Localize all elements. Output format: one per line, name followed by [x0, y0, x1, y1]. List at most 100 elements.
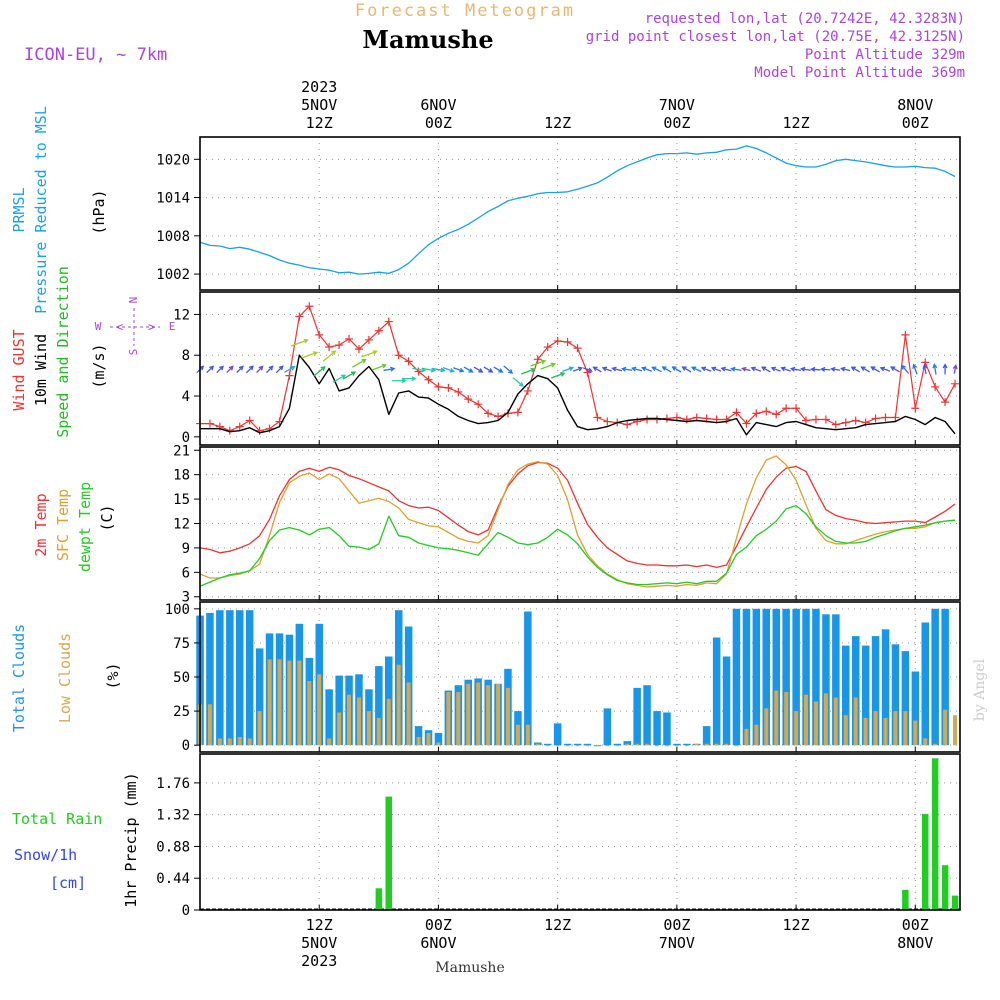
total-cloud-bar — [563, 743, 572, 746]
wind-dir-arrow — [256, 366, 264, 373]
temp-unit: (C) — [98, 504, 116, 531]
total-cloud-bar — [226, 610, 234, 746]
wind-dir-arrow — [682, 366, 692, 373]
time-label-bottom: 8NOV — [897, 934, 933, 952]
total-cloud-bar — [901, 651, 910, 746]
wind-labels: Wind GUST 10m Wind Speed and Direction (… — [10, 266, 175, 438]
requested-coords: requested lon,lat (20.7242E, 42.3283N) — [645, 11, 965, 27]
wind-dir-arrow — [731, 367, 742, 372]
total-cloud-bar — [931, 608, 939, 746]
time-label-top: 12Z — [783, 114, 810, 132]
gust-marker — [563, 337, 572, 346]
grid-layer — [200, 137, 960, 911]
wind-dir-arrow — [602, 367, 612, 372]
wind-dir-arrowhead — [879, 366, 885, 372]
low-cloud-bar — [396, 664, 401, 746]
wind-dir-arrowhead — [761, 366, 767, 371]
y-tick-label-temperature: 9 — [182, 541, 190, 557]
gust-marker — [345, 334, 354, 343]
compass-rose: N W E S < > — [95, 297, 176, 356]
total-cloud-bar — [613, 743, 621, 746]
low-cloud-bar — [297, 660, 302, 746]
wind-dir-arrowhead — [730, 366, 736, 372]
low-cloud-bar — [704, 743, 709, 746]
low-cloud-bar — [287, 660, 292, 746]
total-cloud-bar — [852, 636, 860, 746]
wind-dir-arrowhead — [720, 366, 726, 372]
rain-bar — [922, 813, 929, 910]
gust-marker — [384, 317, 393, 326]
total-cloud-bar — [722, 656, 731, 746]
wind-dir-arrowhead — [800, 366, 806, 372]
wind-dir-arrow — [583, 367, 592, 372]
wind-dir-arrow — [721, 367, 732, 372]
pressure-labels: PRMSL Pressure Reduced to MSL (hPa) — [10, 106, 108, 314]
low-cloud-bar — [953, 715, 957, 746]
y-tick-label-temperature: 6 — [182, 565, 190, 581]
gust-marker — [881, 413, 890, 422]
wind-dir-arrowhead — [922, 363, 928, 369]
wind-dir-arrowhead — [440, 367, 446, 373]
y-tick-label-pressure: 1020 — [156, 152, 190, 168]
wind-dir-arrow — [512, 377, 524, 387]
y-tick-label-temperature: 21 — [173, 443, 190, 459]
wind-dir-arrow — [550, 372, 565, 379]
y-tick-label-wind: 12 — [173, 307, 190, 323]
total-cloud-bar — [544, 743, 552, 746]
wind-dir-arrow — [290, 339, 308, 347]
time-label-top: 12Z — [306, 114, 333, 132]
gust-marker — [235, 422, 244, 431]
gust-marker — [474, 400, 483, 409]
low-cloud-bar — [724, 743, 729, 746]
low-cloud-bar — [804, 694, 808, 746]
wind10m-label: 10m Wind — [32, 334, 50, 406]
total-cloud-bar — [414, 726, 423, 746]
gust-marker — [901, 330, 910, 339]
model-label: ICON-EU, ~ 7km — [24, 45, 167, 65]
y-tick-label-temperature: 18 — [173, 468, 190, 484]
gust-marker — [891, 413, 900, 422]
wind-dir-arrow — [322, 350, 336, 362]
time-label-bottom: 2023 — [301, 952, 337, 970]
gust-marker — [831, 420, 840, 429]
wind-dir-arrowhead — [372, 350, 378, 355]
low-cloud-bar — [853, 697, 858, 746]
total-cloud-bar — [325, 689, 333, 746]
low-cloud-bar — [357, 697, 361, 746]
gust-marker — [643, 415, 652, 424]
total-cloud-bar — [643, 685, 651, 746]
low-cloud-bar — [247, 738, 252, 746]
gust-marker — [513, 408, 522, 417]
wind-dir-arrow — [520, 368, 535, 375]
wind-dir-arrow — [562, 367, 574, 373]
wind-dir-arrow — [821, 368, 831, 371]
gust-marker — [682, 415, 691, 424]
y-tick-label-precip: 1.32 — [156, 808, 190, 824]
y-tick-label-clouds: 100 — [165, 602, 190, 618]
gust-marker — [494, 412, 503, 421]
wind-dir-arrow — [642, 367, 653, 372]
total-cloud-bar — [861, 645, 870, 746]
low-cloud-bar — [515, 724, 520, 746]
wind-dir-arrowhead — [820, 366, 826, 372]
y-tick-label-precip: 0.88 — [156, 839, 190, 855]
wind-dir-arrow — [226, 366, 234, 374]
wind-dir-arrow — [216, 365, 224, 374]
rain-bar — [375, 888, 383, 910]
gust-marker — [295, 312, 304, 321]
sfc-temp-line — [199, 455, 956, 588]
gust-marker — [782, 404, 791, 413]
pressure-unit: (hPa) — [90, 189, 108, 234]
total-cloud-bar — [742, 608, 751, 746]
low-cloud-bar — [565, 745, 570, 747]
gust-marker — [662, 414, 671, 423]
low-cloud-bar — [903, 711, 908, 746]
wind-dir-arrowhead — [219, 365, 224, 371]
low-cloud-bar — [486, 685, 491, 746]
gust-marker — [603, 417, 612, 426]
gust-marker — [732, 408, 741, 417]
low-cloud-bar — [744, 728, 749, 746]
wind-dir-arrowhead — [577, 366, 584, 372]
wind-dir-arrowhead — [850, 366, 856, 372]
wind-dir-arrowhead — [401, 378, 407, 384]
